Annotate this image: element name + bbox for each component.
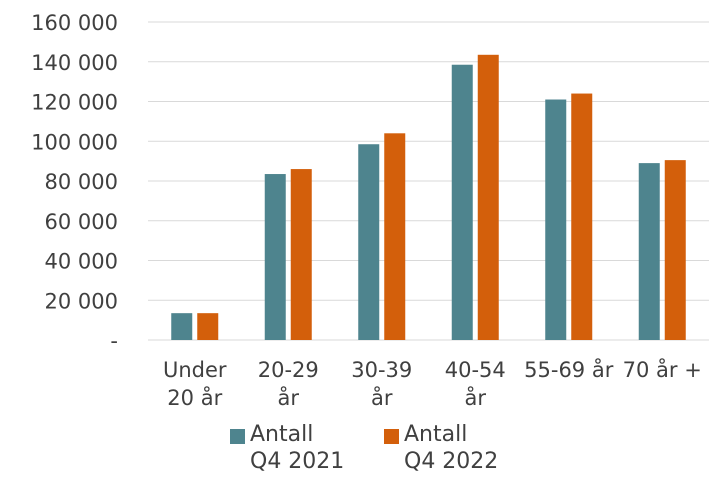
- legend: Antall Q4 2021 Antall Q4 2022: [0, 421, 709, 497]
- x-tick-label-1: Under 20 år: [163, 358, 227, 410]
- legend-swatch-q4-2022: [384, 429, 399, 444]
- legend-label-q4-2022: Antall Q4 2022: [404, 422, 499, 474]
- y-tick-label-20000: 20 000: [45, 289, 118, 313]
- bar-series2-cat5: [571, 93, 593, 340]
- x-tick-label-2: 20-29 år: [258, 358, 319, 410]
- x-tick-label-3: 30-39 år: [351, 358, 412, 410]
- bar-series1-cat3: [358, 144, 380, 340]
- y-tick-label-160000: 160 000: [31, 11, 118, 35]
- x-tick-label-4: 40-54 år: [445, 358, 506, 410]
- y-tick-label-120000: 120 000: [31, 91, 118, 115]
- legend-swatch-q4-2021: [230, 429, 245, 444]
- x-tick-label-6: 70 år +: [623, 357, 702, 382]
- bars: [171, 54, 686, 340]
- y-tick-label-0: -: [110, 329, 118, 353]
- bar-series2-cat1: [197, 313, 219, 340]
- x-axis-tick-labels: Under 20 år 20-29 år 30-39 år 40-54 år 55-69 år 7…: [163, 357, 702, 410]
- legend-label-q4-2021: Antall Q4 2021: [250, 422, 345, 474]
- y-axis-tick-labels: - 20 000 40 000 60 000 80 000 100 000 120 000 1…: [31, 11, 118, 353]
- y-tick-label-140000: 140 000: [31, 51, 118, 75]
- x-tick-label-5: 55-69 år: [524, 357, 614, 382]
- y-tick-label-60000: 60 000: [45, 210, 118, 234]
- gridlines: [148, 21, 709, 341]
- bar-series2-cat2: [290, 169, 312, 340]
- bar-series1-cat2: [264, 174, 286, 340]
- bar-series2-cat3: [384, 133, 406, 340]
- bar-series2-cat4: [477, 54, 499, 340]
- y-tick-label-100000: 100 000: [31, 130, 118, 154]
- bar-series2-cat6: [664, 160, 686, 340]
- bar-series1-cat4: [451, 64, 473, 340]
- bar-chart-svg: - 20 000 40 000 60 000 80 000 100 000 120 000 1…: [31, 11, 709, 410]
- bar-series1-cat6: [638, 163, 660, 340]
- bar-series1-cat1: [171, 313, 193, 340]
- bar-series1-cat5: [545, 99, 567, 340]
- y-tick-label-80000: 80 000: [45, 170, 118, 194]
- y-tick-label-40000: 40 000: [45, 250, 118, 274]
